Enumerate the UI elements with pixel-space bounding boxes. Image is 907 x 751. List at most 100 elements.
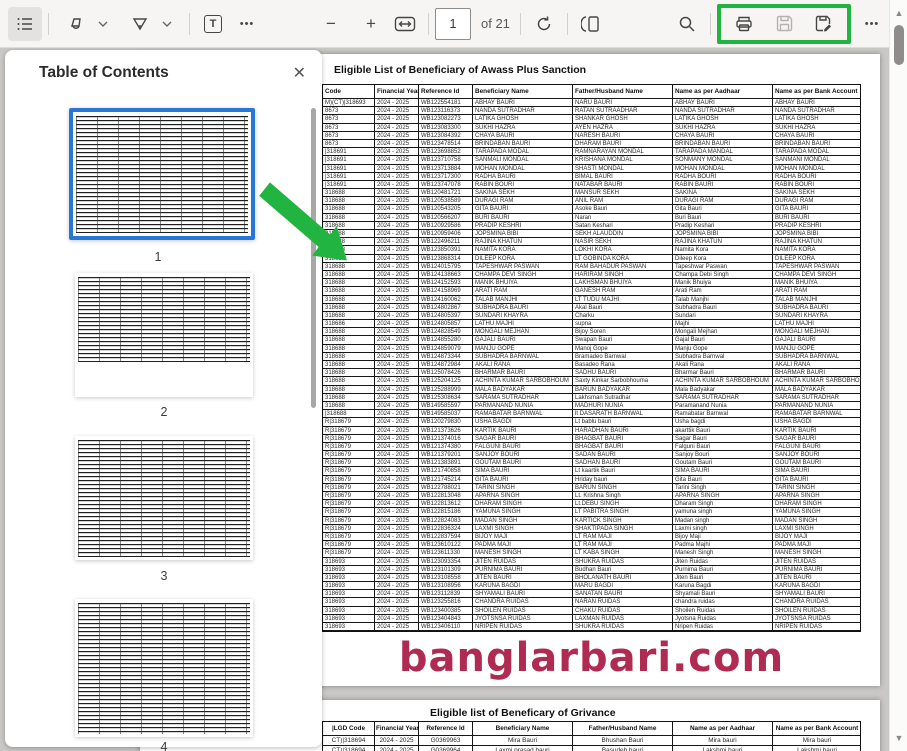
table-cell: NARU BAURI bbox=[573, 99, 673, 108]
table-cell: LAXMI SINGH bbox=[473, 524, 573, 533]
text-tool-button[interactable]: T bbox=[196, 7, 230, 41]
page-view-button[interactable] bbox=[574, 7, 608, 41]
table-cell: 2024 - 2025 bbox=[375, 418, 419, 427]
scroll-up-icon[interactable]: ▲ bbox=[894, 8, 904, 18]
table-cell: 318688 bbox=[323, 279, 375, 288]
table-cell: Nripen Ruidas bbox=[673, 623, 773, 632]
draw-tool-dropdown[interactable] bbox=[157, 7, 177, 41]
table-cell: 2024 - 2025 bbox=[375, 270, 419, 280]
table-row: 8673 2024 - 2025 WB123084392 CHAYA BAURI NAR… bbox=[323, 131, 861, 140]
table-cell: CHAYA BAURI bbox=[773, 132, 861, 140]
table-cell: Mongali Mejhan bbox=[673, 328, 773, 337]
table-cell: BIJOY MAJI bbox=[473, 532, 573, 542]
table-cell: 318688 bbox=[323, 369, 375, 378]
fit-width-icon bbox=[394, 15, 416, 33]
table-row: R|318679 2024 - 2025 WB122815186 YAMUNA SIN… bbox=[323, 508, 861, 517]
table-cell: akarttik Bauri bbox=[673, 426, 773, 435]
table-cell: Manju Gope bbox=[673, 344, 773, 353]
table-cell: NAMITA KORA bbox=[773, 246, 861, 255]
scroll-down-icon[interactable]: ▼ bbox=[894, 733, 904, 743]
more-options-button[interactable]: ••• bbox=[855, 7, 889, 41]
table-cell: WB121374016 bbox=[419, 434, 473, 443]
table-cell: FALGUNI BAURI bbox=[773, 443, 861, 452]
table-cell: G0369963 bbox=[419, 736, 473, 746]
print-button[interactable] bbox=[727, 7, 761, 41]
table-cell: BHARMAR BAURI bbox=[473, 369, 573, 378]
annotation-more-button[interactable]: ••• bbox=[230, 7, 264, 41]
search-button[interactable] bbox=[670, 7, 704, 41]
table-row: R|318679 2024 - 2025 WB122813048 APARNA SIN… bbox=[323, 492, 861, 501]
table-cell: 2024 - 2025 bbox=[375, 451, 419, 460]
table-cell: lt DASARATH BARNWAL bbox=[573, 410, 673, 419]
page-count-label: of 21 bbox=[481, 16, 510, 31]
page-thumbnail[interactable] bbox=[75, 273, 253, 397]
table-cell: USHA BAGDI bbox=[773, 418, 861, 427]
table-cell: 2024 - 2025 bbox=[375, 623, 419, 632]
table-row: 318688 2024 - 2025 WB123868314 DILEEP KORA L… bbox=[323, 254, 861, 263]
table-cell: Mala Badyakar bbox=[673, 385, 773, 394]
table-row: 318688 2024 - 2025 WB125308634 SARAMA SUTRA… bbox=[323, 393, 861, 402]
thumbnail-page-preview bbox=[76, 116, 248, 233]
table-cell: LATIKA GHOSH bbox=[773, 115, 861, 124]
table-row: 8673 2024 - 2025 WB123083300 SUKHI HAZRA AYE… bbox=[323, 123, 861, 132]
table-cell: WB123255816 bbox=[419, 598, 473, 607]
table-cell: LT RAM MAJI bbox=[573, 532, 673, 542]
scrollbar-thumb[interactable] bbox=[894, 25, 904, 65]
panel-scrollbar-thumb[interactable] bbox=[311, 108, 316, 408]
table-cell: 2024 - 2025 bbox=[375, 139, 419, 149]
highlight-tool-dropdown[interactable] bbox=[93, 7, 113, 41]
thumbnail-page-number: 3 bbox=[160, 569, 168, 583]
table-cell: MOHAN MONDAL bbox=[773, 165, 861, 173]
vertical-scrollbar[interactable]: ▲ ▼ bbox=[889, 0, 907, 751]
table-cell: APARNA SINGH bbox=[673, 492, 773, 501]
table-cell: 318688 bbox=[323, 311, 375, 321]
page-thumbnail[interactable] bbox=[69, 108, 255, 240]
save-as-button[interactable] bbox=[807, 7, 841, 41]
table-cell: Naran bbox=[573, 213, 673, 222]
table-cell: LAXMI SINGH bbox=[773, 525, 861, 533]
table-cell: 2024 - 2025 bbox=[375, 230, 419, 239]
table-cell: SADAN BAURI bbox=[573, 451, 673, 460]
table-cell: TAPESHWAR PASWAN bbox=[773, 263, 861, 271]
table-cell: WB121379201 bbox=[419, 451, 473, 460]
table-cell: SONMANY MONDAL bbox=[673, 156, 773, 165]
table-cell: 2024 - 2025 bbox=[375, 328, 419, 337]
fit-width-button[interactable] bbox=[388, 7, 422, 41]
table-cell: DHARAM BAURI bbox=[573, 139, 673, 149]
save-button[interactable] bbox=[767, 7, 801, 41]
table-cell: Jiten Bauri bbox=[673, 573, 773, 583]
table-cell: Akal Bauri bbox=[573, 303, 673, 312]
toc-toggle-button[interactable] bbox=[8, 6, 42, 41]
table-cell: 318693 bbox=[323, 598, 375, 607]
table-row: 318693 2024 - 2025 WB123112839 SHYAMALI BAU… bbox=[323, 590, 861, 599]
rotate-button[interactable] bbox=[527, 7, 561, 41]
table-cell: FALGUNI BAURI bbox=[473, 442, 573, 452]
table-of-contents-panel: Table of Contents ✕ 1 2 3 4 bbox=[5, 50, 322, 751]
pdf-page-1: Eligible List of Beneficiary of Awass Pl… bbox=[140, 54, 880, 686]
zoom-out-button[interactable]: − bbox=[314, 7, 348, 41]
thumbnail-page-number: 2 bbox=[160, 405, 168, 419]
table-cell: KARTICK SINGH bbox=[573, 516, 673, 525]
table-cell: WB123108558 bbox=[419, 573, 473, 583]
table-cell: SIMA BAURI bbox=[473, 467, 573, 476]
table-cell: ACHINTA KUMAR SARBOBHOUM bbox=[473, 377, 573, 386]
table-cell: ACHINTA KUMAR SARBOBHOUM bbox=[673, 377, 773, 386]
table-cell: 2024 - 2025 bbox=[375, 393, 419, 402]
table-row: R|318679 2024 - 2025 WB122788021 TARINI SIN… bbox=[323, 483, 861, 492]
page-thumbnail[interactable] bbox=[75, 436, 253, 560]
page-thumbnail[interactable] bbox=[75, 599, 253, 737]
highlight-tool-button[interactable] bbox=[59, 7, 93, 41]
table-cell: yamuna singh bbox=[673, 508, 773, 517]
zoom-in-button[interactable]: + bbox=[354, 7, 388, 41]
page-number-input[interactable] bbox=[435, 7, 471, 40]
table-cell: supna bbox=[573, 320, 673, 329]
table-cell: KARUNA BAGDI bbox=[773, 582, 861, 591]
table-cell: R|318679 bbox=[323, 475, 375, 484]
page2-title: Eligible list of Beneficary of Grivance bbox=[430, 707, 616, 719]
chevron-down-icon bbox=[98, 20, 108, 28]
close-panel-button[interactable]: ✕ bbox=[293, 63, 306, 83]
draw-tool-button[interactable] bbox=[123, 7, 157, 41]
toolbar-divider bbox=[710, 12, 711, 35]
column-header: Name as per Aadhaar bbox=[673, 85, 773, 99]
table-row: 8673 2024 - 2025 WB123082273 LATIKA GHOSH SH… bbox=[323, 115, 861, 124]
